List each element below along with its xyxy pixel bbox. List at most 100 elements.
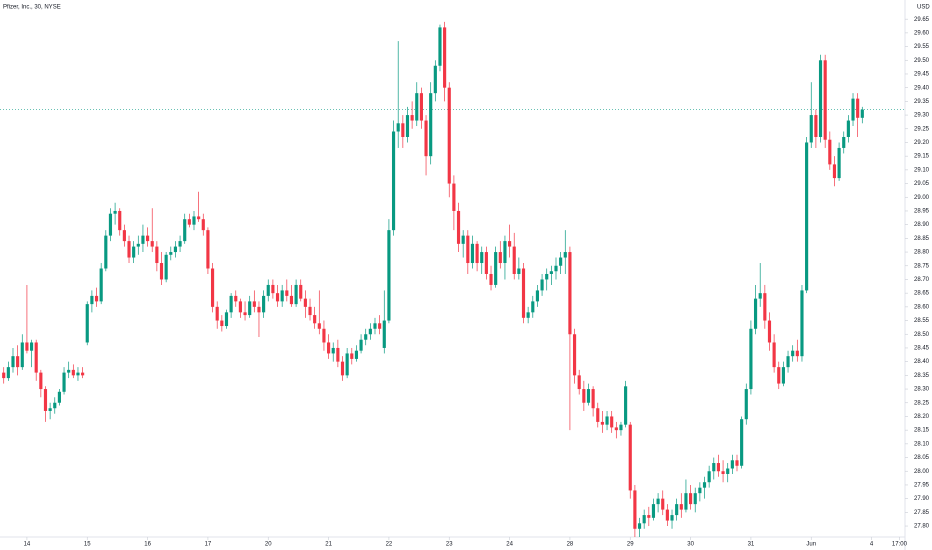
candle-body [104, 235, 108, 269]
candle-body [303, 298, 307, 307]
candle-body [656, 498, 660, 505]
y-tick-label: 28.80 [914, 250, 930, 256]
candle-body [243, 312, 247, 316]
candle-body [192, 216, 196, 225]
candle-body [187, 219, 191, 225]
y-tick-label: 28.20 [914, 414, 930, 420]
candle-body [433, 65, 437, 94]
candle-body [127, 241, 131, 258]
candle-body [781, 367, 785, 384]
candle-body [155, 246, 159, 264]
candle-body [71, 369, 75, 376]
candle-body [173, 246, 178, 253]
candle-body [443, 27, 447, 88]
candle-body [289, 295, 294, 305]
y-tick-label: 28.30 [914, 387, 930, 393]
x-tick-label: Jun [806, 542, 816, 548]
candle-body [252, 301, 256, 307]
candle-body [113, 210, 117, 214]
candle-body [624, 386, 628, 425]
candle-body [828, 139, 832, 165]
candle-body [215, 306, 219, 321]
candle-body [740, 419, 744, 466]
candle-body [591, 389, 595, 409]
candle-body [308, 306, 312, 316]
candle-body [503, 241, 507, 264]
candle-body [224, 312, 229, 327]
candle-body [795, 350, 799, 357]
candle-body [275, 293, 280, 302]
candle-body [689, 493, 693, 505]
candle-body [508, 241, 512, 247]
candle-body [531, 301, 535, 313]
candle-body [549, 271, 553, 274]
candle-body [327, 342, 331, 354]
candle-body [628, 424, 632, 491]
candle-body [405, 115, 410, 137]
candle-body [141, 235, 145, 244]
candle-body [767, 320, 772, 343]
candle-body [378, 323, 382, 329]
y-tick-label: 29.25 [914, 126, 930, 132]
y-tick-label: 29.30 [914, 113, 930, 119]
candle-body [814, 115, 818, 137]
x-tick-label: 31 [748, 542, 755, 548]
candle-body [16, 356, 20, 368]
y-tick-label: 28.75 [914, 263, 930, 269]
candle-body [271, 284, 275, 294]
y-tick-label: 28.55 [914, 318, 930, 324]
candle-body [294, 284, 298, 305]
candle-body [605, 416, 609, 425]
x-tick-label: 16 [144, 542, 151, 548]
candle-body [470, 243, 475, 264]
candle-body [220, 320, 224, 327]
candle-body [313, 315, 317, 324]
candle-body [266, 284, 270, 296]
candle-body [429, 93, 433, 157]
candle-body [322, 328, 326, 343]
candle-body [610, 416, 614, 428]
candle-body [753, 298, 758, 329]
candle-body [800, 290, 804, 357]
candle-body [317, 323, 321, 329]
candle-body [730, 460, 734, 469]
candle-body [340, 361, 345, 376]
candle-body [387, 230, 391, 321]
candle-body [480, 252, 484, 264]
y-tick-label: 27.95 [914, 483, 930, 489]
candle-body [136, 243, 140, 247]
chart-title: Pfizer, Inc., 30, NYSE [3, 5, 61, 11]
candle-body [684, 493, 688, 510]
candle-body [633, 490, 637, 529]
candle-body [285, 290, 289, 296]
y-tick-label: 28.90 [914, 222, 930, 228]
y-tick-label: 28.00 [914, 469, 930, 475]
candle-body [619, 424, 623, 431]
candle-body [600, 421, 604, 425]
candle-body [85, 304, 89, 343]
candle-body [368, 328, 372, 335]
candle-body [456, 210, 461, 244]
candle-body [758, 293, 762, 299]
candle-body [772, 342, 776, 368]
candle-body [197, 216, 201, 220]
candle-body [846, 120, 850, 137]
y-tick-label: 28.15 [914, 428, 930, 434]
candle-body [20, 342, 24, 368]
candle-body [108, 213, 113, 236]
candle-body [837, 147, 841, 179]
candle-body [832, 164, 837, 179]
candle-body [712, 463, 716, 472]
x-tick-label: 30 [687, 542, 694, 548]
candle-body [11, 356, 15, 368]
candle-body [336, 347, 340, 362]
candle-body [452, 183, 456, 211]
candle-body [586, 389, 591, 403]
candle-body [475, 243, 479, 264]
candle-body [415, 93, 419, 121]
y-tick-label: 29.10 [914, 167, 930, 173]
y-tick-label: 29.00 [914, 195, 930, 201]
y-tick-label: 28.60 [914, 304, 930, 310]
candle-body [466, 235, 470, 264]
